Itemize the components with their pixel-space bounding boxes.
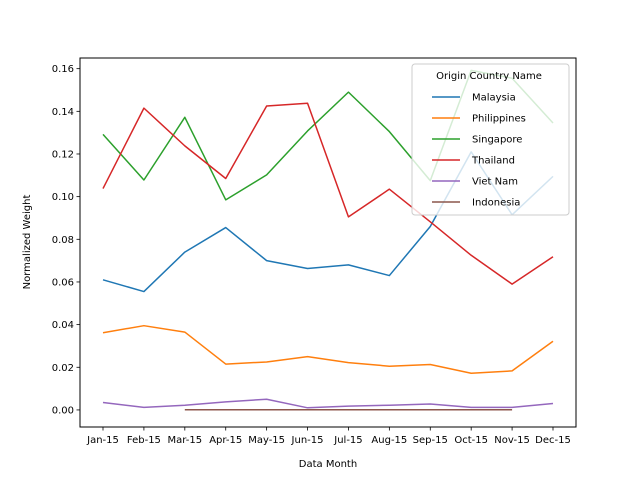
x-tick-label: Sep-15 — [413, 435, 448, 446]
x-tick-label: Oct-15 — [454, 435, 488, 446]
plot-frame — [79, 57, 577, 428]
series-line-viet-nam — [102, 398, 554, 409]
legend-title: Origin Country Name — [436, 71, 542, 82]
y-tick-label: 0.14 — [52, 107, 74, 118]
legend-label: Indonesia — [472, 198, 520, 209]
y-tick-label: 0.08 — [52, 235, 74, 246]
y-tick-label: 0.12 — [52, 149, 74, 160]
y-tick-label: 0.00 — [52, 405, 74, 416]
legend-label: Singapore — [472, 135, 522, 146]
series-line-philippines — [102, 324, 554, 374]
legend-label: Malaysia — [472, 93, 516, 104]
y-tick-label: 0.10 — [52, 192, 74, 203]
y-tick-label: 0.02 — [52, 363, 74, 374]
legend-label: Viet Nam — [472, 177, 518, 188]
x-tick-label: Nov-15 — [494, 435, 530, 446]
series-line-thailand — [102, 102, 554, 285]
x-tick-label: Jan-15 — [86, 435, 119, 446]
legend-entries: Malaysia Philippines Singapore Thailand Viet… — [432, 93, 526, 209]
x-tick-label: Jun-15 — [291, 435, 324, 446]
y-tick-label: 0.16 — [52, 64, 74, 75]
legend-box — [411, 63, 570, 216]
x-tick-label: Jul-15 — [333, 435, 362, 446]
y-tick-label: 0.04 — [52, 320, 74, 331]
x-tick-label: Dec-15 — [535, 435, 571, 446]
x-axis-label: Data Month — [299, 459, 357, 470]
y-axis-ticks: 0.00 0.02 0.04 0.06 0.08 0.10 0.12 0.14 0.16 — [52, 64, 80, 416]
x-axis-ticks: Jan-15 Feb-15 Mar-15 Apr-15 May-15 Jun-15 Jul-… — [86, 427, 571, 446]
x-tick-label: Mar-15 — [168, 435, 203, 446]
x-tick-label: May-15 — [248, 435, 285, 446]
x-tick-label: Aug-15 — [371, 435, 407, 446]
legend-label: Philippines — [472, 114, 526, 125]
x-tick-label: Apr-15 — [209, 435, 242, 446]
y-axis-label: Normalized Weight — [22, 195, 33, 290]
legend-label: Thailand — [471, 156, 515, 167]
legend: Origin Country Name Malaysia Philippines S… — [411, 63, 570, 216]
x-tick-label: Feb-15 — [127, 435, 161, 446]
y-tick-label: 0.06 — [52, 277, 74, 288]
